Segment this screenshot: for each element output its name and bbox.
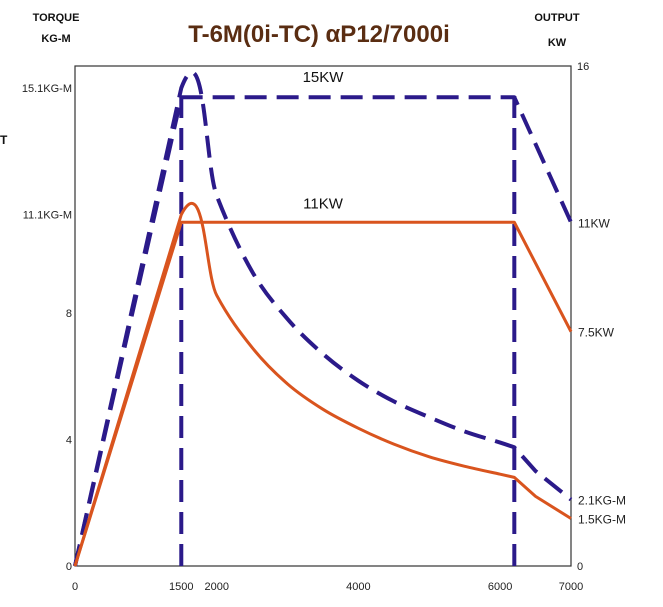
vertical-marker-group [179,88,517,566]
series-line-3 [73,202,572,567]
inline-label-0: 15KW [303,69,345,86]
right-value-label-2: 2.1KG-M [578,494,626,508]
right-tick-label-0: 0 [577,561,583,573]
right-tick-group: 0 16 [577,61,589,573]
series-group [73,70,573,567]
inline-label-group: 15KW 11KW [303,69,345,213]
left-tick-label-3: 11.1KG-M [23,210,72,222]
right-value-label-0: 11KW [578,216,610,230]
right-label-group: 11KW 7.5KW 2.1KG-M 1.5KG-M [578,216,626,526]
series-line-0 [73,95,573,567]
x-tick-label-5: 7000 [559,581,583,593]
series-line-2 [73,220,573,567]
left-tick-label-1: 4 [66,434,72,446]
left-axis-label-line2: KG-M [41,33,70,45]
inline-label-1: 11KW [303,196,344,213]
left-tick-group: 0 4 8 11.1KG-M 15.1KG-M [22,83,72,573]
edge-fragment-text: T [0,133,8,147]
right-tick-label-1: 16 [577,61,589,73]
right-value-label-1: 7.5KW [578,326,615,340]
left-axis-label-line1: TORQUE [33,12,80,24]
series-line-1 [73,70,573,567]
x-tick-label-3: 4000 [346,581,370,593]
x-tick-group: 0 1500 2000 4000 6000 7000 [72,581,583,593]
right-axis-label-line1: OUTPUT [534,12,580,24]
left-tick-label-2: 8 [66,308,72,320]
x-tick-label-4: 6000 [488,581,512,593]
plot-frame [74,65,572,567]
chart-title: T-6M(0i-TC) αP12/7000i [188,21,450,48]
left-tick-label-0: 0 [66,561,72,573]
left-tick-label-4: 15.1KG-M [22,83,72,95]
right-axis-label-line2: KW [548,37,567,49]
x-tick-label-0: 0 [72,581,78,593]
right-value-label-3: 1.5KG-M [578,513,626,527]
x-tick-label-2: 2000 [204,581,228,593]
x-tick-label-1: 1500 [169,581,193,593]
